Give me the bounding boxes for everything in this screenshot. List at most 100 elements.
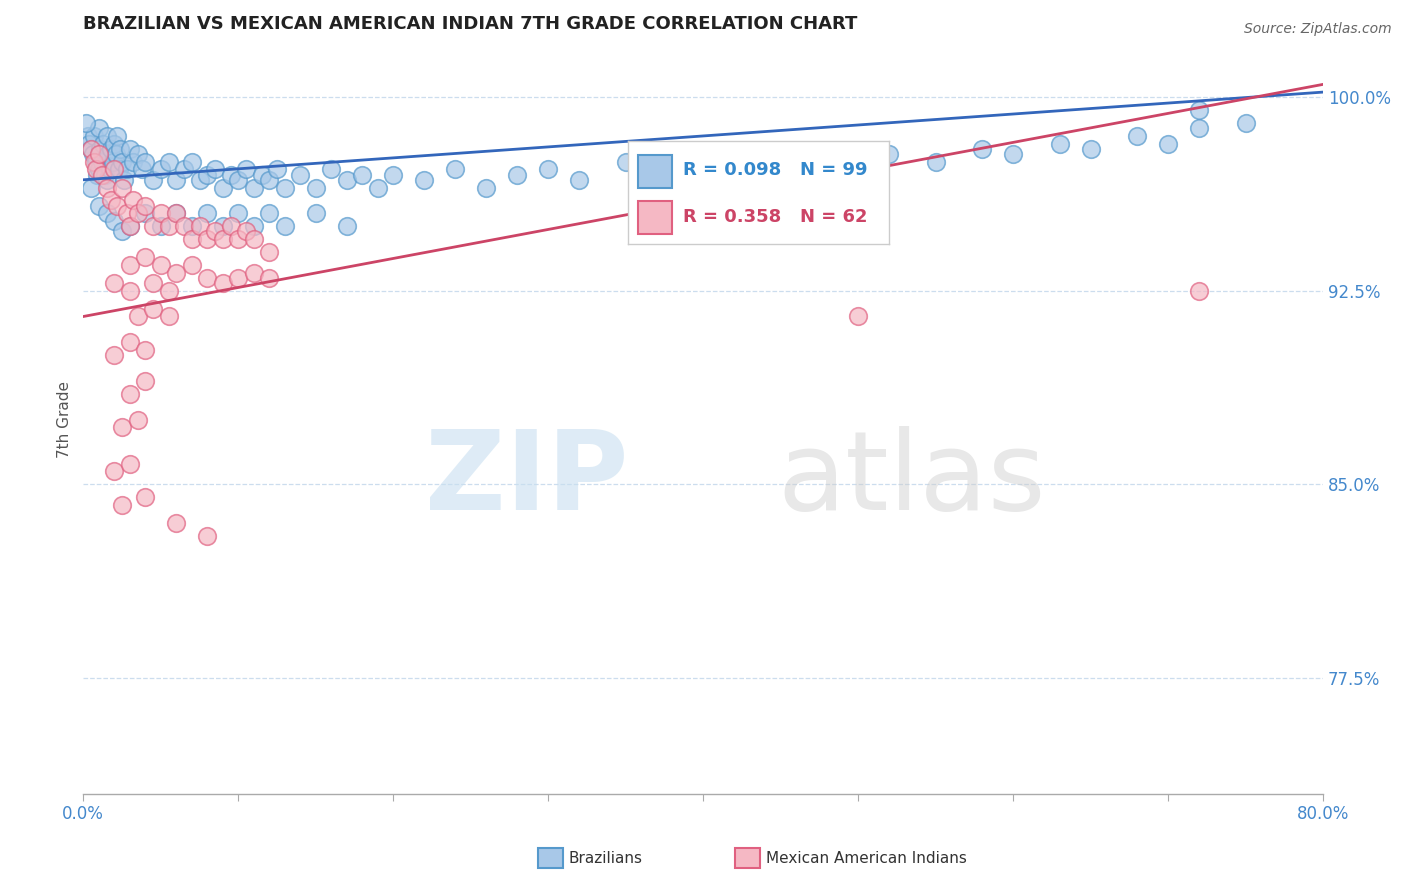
Point xyxy=(877,147,900,161)
Text: Brazilians: Brazilians xyxy=(568,851,643,865)
Point xyxy=(195,529,218,543)
Point xyxy=(122,154,145,169)
Point xyxy=(242,266,264,280)
Point xyxy=(165,266,187,280)
Point xyxy=(259,173,281,187)
Point xyxy=(90,168,112,182)
Point xyxy=(100,142,122,156)
Point xyxy=(79,136,101,151)
Point xyxy=(87,147,110,161)
Point xyxy=(165,516,187,530)
Point xyxy=(165,173,187,187)
Point xyxy=(924,154,946,169)
Point xyxy=(173,219,195,234)
Point xyxy=(211,219,233,234)
Point xyxy=(96,128,118,143)
Point xyxy=(111,224,134,238)
Point xyxy=(94,168,117,182)
FancyBboxPatch shape xyxy=(638,155,672,187)
Point xyxy=(1002,147,1025,161)
Point xyxy=(157,284,180,298)
Point xyxy=(103,276,125,290)
Point xyxy=(180,154,202,169)
Point xyxy=(149,162,172,177)
Point xyxy=(475,180,498,194)
Point xyxy=(367,180,389,194)
Point xyxy=(118,258,141,272)
Point xyxy=(87,198,110,212)
Point xyxy=(134,374,156,388)
Point xyxy=(96,173,118,187)
Point xyxy=(614,154,637,169)
Point xyxy=(80,142,103,156)
Point xyxy=(180,232,202,246)
Point xyxy=(105,128,128,143)
Point xyxy=(1188,121,1211,136)
Point xyxy=(118,219,141,234)
Point xyxy=(537,162,560,177)
Point xyxy=(413,173,436,187)
Point xyxy=(89,142,111,156)
Point xyxy=(118,284,141,298)
Point xyxy=(211,232,233,246)
Point xyxy=(118,457,141,471)
Point xyxy=(127,206,149,220)
Point xyxy=(173,162,195,177)
Point xyxy=(127,310,149,324)
Text: ZIP: ZIP xyxy=(426,426,628,533)
Point xyxy=(274,180,297,194)
Point xyxy=(815,168,838,182)
Point xyxy=(259,245,281,260)
Point xyxy=(103,136,125,151)
Point xyxy=(1049,136,1071,151)
Point xyxy=(195,270,218,285)
Point xyxy=(149,258,172,272)
Point xyxy=(259,270,281,285)
Point xyxy=(142,219,165,234)
Point xyxy=(305,180,328,194)
Point xyxy=(112,173,135,187)
Point xyxy=(80,180,103,194)
Point xyxy=(118,335,141,350)
Point xyxy=(274,219,297,234)
Text: Mexican American Indians: Mexican American Indians xyxy=(765,851,966,865)
Point xyxy=(142,276,165,290)
Point xyxy=(98,162,121,177)
Point xyxy=(226,270,249,285)
Point xyxy=(75,116,97,130)
Point xyxy=(1126,128,1149,143)
Text: R = 0.098   N = 99: R = 0.098 N = 99 xyxy=(683,161,868,179)
Point xyxy=(568,173,591,187)
Point xyxy=(1188,103,1211,117)
Point xyxy=(87,162,110,177)
Point xyxy=(250,168,273,182)
Point xyxy=(142,173,165,187)
Point xyxy=(846,162,869,177)
Point xyxy=(188,219,211,234)
Point xyxy=(96,180,118,194)
Point xyxy=(93,136,115,151)
Point xyxy=(82,147,104,161)
Point xyxy=(104,147,127,161)
Point xyxy=(111,498,134,512)
Point xyxy=(111,180,134,194)
Point xyxy=(444,162,467,177)
Point xyxy=(195,206,218,220)
Point xyxy=(134,154,156,169)
Point xyxy=(692,162,714,177)
Point xyxy=(103,348,125,362)
Point xyxy=(103,214,125,228)
Point xyxy=(226,173,249,187)
Text: R = 0.358   N = 62: R = 0.358 N = 62 xyxy=(683,208,868,226)
Point xyxy=(77,128,100,143)
Point xyxy=(103,162,125,177)
Point xyxy=(101,154,124,169)
Text: Source: ZipAtlas.com: Source: ZipAtlas.com xyxy=(1244,22,1392,37)
Point xyxy=(226,206,249,220)
Point xyxy=(111,154,134,169)
Point xyxy=(204,224,226,238)
Point xyxy=(211,180,233,194)
Point xyxy=(769,154,792,169)
Point xyxy=(1234,116,1257,130)
Point xyxy=(96,206,118,220)
